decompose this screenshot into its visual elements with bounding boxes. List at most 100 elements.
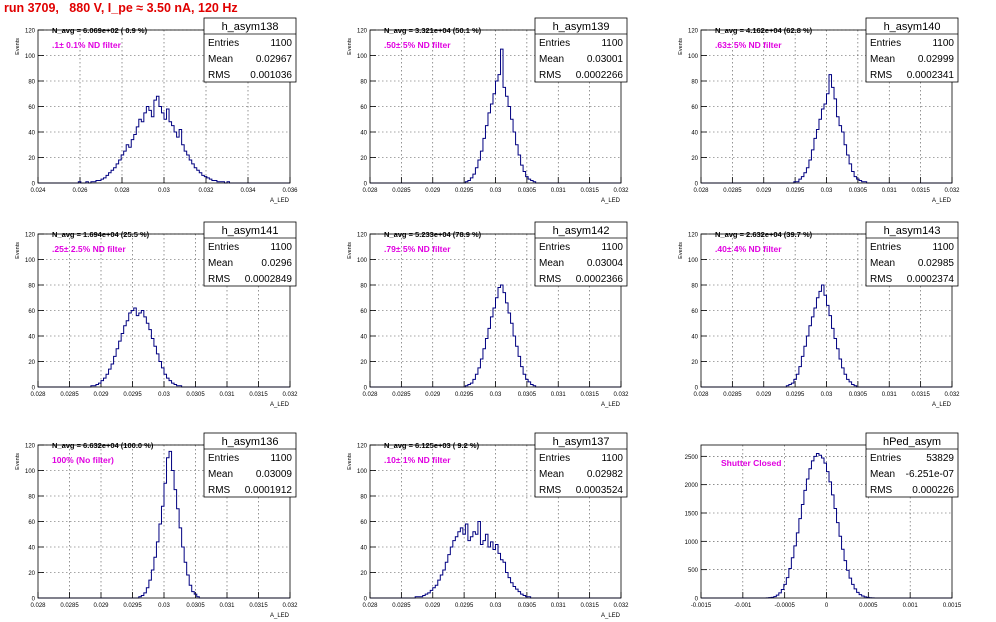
x-tick-label: 0.029: [756, 188, 772, 194]
y-axis-label: Events: [15, 453, 21, 470]
stats-value-entries: 1100: [601, 38, 623, 49]
y-tick-label: 1000: [685, 540, 699, 546]
x-tick-label: 0.0285: [60, 392, 79, 398]
stats-box: h_asym136 Entries 1100 Mean 0.03009 RMS 0.0001…: [203, 432, 297, 498]
stats-box: h_asym142 Entries 1100 Mean 0.03004 RMS 0.0002…: [534, 221, 628, 287]
y-tick-label: 20: [691, 156, 698, 162]
histogram-name: h_asym141: [222, 225, 279, 237]
x-tick-label: -0.0005: [774, 603, 795, 609]
x-tick-label: 0.03: [158, 188, 170, 194]
x-tick-label: 0.03: [158, 392, 170, 398]
histogram-name: h_asym138: [222, 21, 279, 33]
y-tick-label: 80: [28, 495, 35, 501]
x-tick-label: 0: [825, 603, 829, 609]
y-tick-label: 0: [364, 386, 368, 392]
x-axis-label: A_LED: [601, 613, 621, 619]
y-tick-label: 120: [25, 233, 36, 239]
filter-note: .10± 1% ND filter: [384, 455, 451, 465]
y-tick-label: 0: [32, 182, 36, 188]
x-tick-label: 0.031: [551, 392, 567, 398]
x-tick-label: 0.032: [282, 603, 298, 609]
stats-box-frame: [203, 221, 297, 287]
y-tick-label: 100: [688, 54, 699, 60]
x-tick-label: 0.0305: [849, 392, 868, 398]
stats-box: h_asym143 Entries 1100 Mean 0.02985 RMS 0.0002…: [865, 221, 959, 287]
stats-value-entries: 1100: [932, 242, 954, 253]
stats-value-entries: 1100: [270, 242, 292, 253]
stats-label-entries: Entries: [539, 453, 570, 464]
y-tick-label: 20: [28, 571, 35, 577]
stats-label-entries: Entries: [870, 242, 901, 253]
stats-value-mean: 0.03001: [587, 54, 624, 65]
y-tick-label: 120: [357, 233, 368, 239]
y-tick-label: 120: [688, 29, 699, 35]
y-tick-label: 80: [28, 284, 35, 290]
y-tick-label: 0: [364, 182, 368, 188]
stats-label-entries: Entries: [208, 453, 239, 464]
x-tick-label: 0.03: [821, 392, 833, 398]
x-tick-label: 0.0005: [859, 603, 878, 609]
stats-box: h_asym141 Entries 1100 Mean 0.0296 RMS 0.00028…: [203, 221, 297, 287]
histogram-panel: 0 20 40 60 80 100 120 0.028 0.0285 0.029 0.0295 0.0…: [347, 432, 629, 619]
histogram-panel: 0 20 40 60 80 100 120 0.028 0.0285 0.029 0.0295 0.0…: [347, 221, 629, 408]
stats-value-rms: 0.0002374: [907, 274, 955, 285]
stats-value-rms: 0.0001912: [245, 485, 293, 496]
x-axis-label: A_LED: [270, 402, 290, 408]
y-tick-label: 100: [357, 258, 368, 264]
navg-label: N_avg = 6.125e+03 ( 9.2 %): [384, 441, 480, 450]
x-tick-label: 0.031: [551, 603, 567, 609]
stats-box: h_asym140 Entries 1100 Mean 0.02999 RMS 0.0002…: [865, 17, 959, 83]
histogram-panel: 0 20 40 60 80 100 120 0.028 0.0285 0.029 0.0295 0.0…: [678, 17, 960, 204]
stats-label-mean: Mean: [208, 54, 233, 65]
x-tick-label: 0.0015: [943, 603, 962, 609]
y-tick-label: 60: [360, 309, 367, 315]
stats-label-mean: Mean: [539, 258, 564, 269]
x-tick-label: 0.0305: [518, 188, 537, 194]
x-tick-label: 0.03: [490, 392, 502, 398]
y-tick-label: 20: [360, 156, 367, 162]
plot-frame: [369, 444, 622, 599]
stats-value-entries: 1100: [932, 38, 954, 49]
navg-label: N_avg = 5.233e+04 (78.9 %): [384, 230, 482, 239]
y-tick-label: 60: [691, 309, 698, 315]
page-title: run 3709, 880 V, I_pe ≈ 3.50 nA, 120 Hz: [4, 1, 238, 15]
stats-label-rms: RMS: [870, 274, 893, 285]
y-tick-label: 0: [32, 386, 36, 392]
y-tick-label: 60: [28, 105, 35, 111]
y-tick-label: 20: [360, 571, 367, 577]
histogram-name: h_asym137: [553, 436, 610, 448]
x-tick-label: 0.0295: [455, 603, 474, 609]
histogram-name: h_asym139: [553, 21, 610, 33]
y-tick-label: 60: [691, 105, 698, 111]
filter-note: .25± 2.5% ND filter: [52, 244, 126, 254]
x-tick-label: 0.028: [362, 603, 378, 609]
histogram-name: h_asym143: [884, 225, 941, 237]
x-tick-label: 0.0295: [455, 188, 474, 194]
y-tick-label: 100: [25, 469, 36, 475]
plot-frame: [369, 29, 622, 184]
x-axis-label: A_LED: [932, 402, 952, 408]
x-tick-label: 0.029: [93, 392, 109, 398]
x-tick-label: 0.036: [282, 188, 298, 194]
stats-label-rms: RMS: [539, 70, 562, 81]
x-tick-label: 0.0295: [123, 392, 142, 398]
navg-label: N_avg = 2.632e+04 (39.7 %): [715, 230, 813, 239]
stats-label-entries: Entries: [208, 242, 239, 253]
stats-label-rms: RMS: [870, 485, 893, 496]
x-tick-label: 0.001: [903, 603, 919, 609]
y-tick-label: 0: [32, 597, 36, 603]
stats-label-rms: RMS: [539, 485, 562, 496]
x-tick-label: 0.032: [613, 188, 629, 194]
y-tick-label: 100: [25, 258, 36, 264]
filter-note: 100% (No filter): [52, 455, 114, 465]
stats-value-mean: 0.0296: [261, 258, 292, 269]
stats-value-rms: 0.0002341: [907, 70, 955, 81]
histogram-panel: 0 20 40 60 80 100 120 0.028 0.0285 0.029 0.0295 0.0…: [347, 17, 629, 204]
y-tick-label: 120: [357, 29, 368, 35]
y-tick-label: 60: [28, 309, 35, 315]
navg-label: N_avg = 1.694e+04 (25.5 %): [52, 230, 150, 239]
y-tick-label: 0: [695, 386, 699, 392]
x-tick-label: 0.031: [219, 603, 235, 609]
navg-label: N_avg = 6.069e+02 ( 0.9 %): [52, 26, 148, 35]
